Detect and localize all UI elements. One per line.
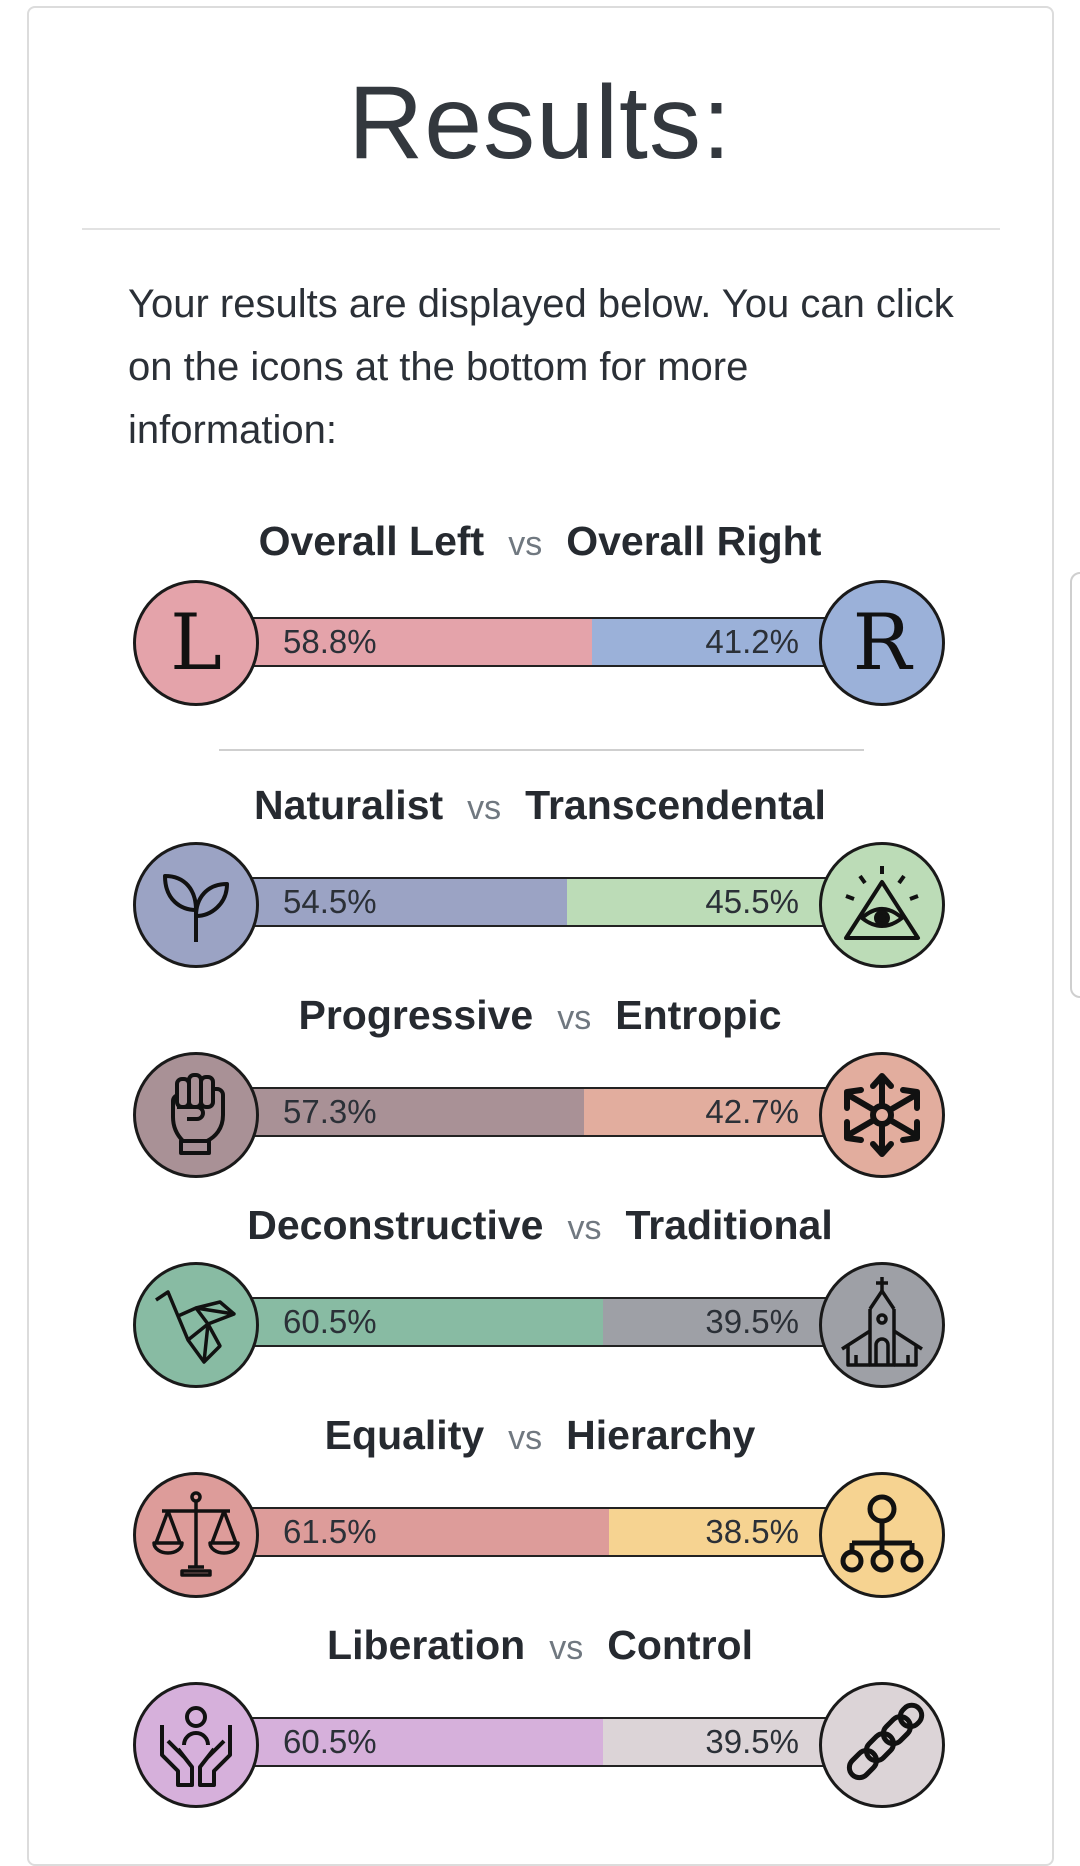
axis-left-label: Liberation	[327, 1622, 526, 1668]
left-percent: 60.5%	[283, 1723, 377, 1760]
bar-fill-left	[242, 1719, 603, 1765]
traditional-button[interactable]	[819, 1262, 945, 1388]
open-hands-icon	[160, 1706, 232, 1787]
bar-fill-right	[583, 1089, 838, 1135]
axis-title-progressive: Progressive vs Entropic	[0, 992, 1080, 1039]
transcendental-button[interactable]	[819, 842, 945, 968]
axis-title-overall: Overall Left vs Overall Right	[0, 518, 1080, 565]
all-seeing-eye-icon	[844, 866, 920, 940]
bar-fill-right	[566, 879, 838, 925]
control-button[interactable]	[819, 1682, 945, 1808]
axis-left-label: Naturalist	[254, 782, 444, 828]
origami-bird-icon	[155, 1290, 236, 1364]
left-percent: 61.5%	[283, 1513, 377, 1550]
result-bar-progressive	[240, 1087, 840, 1137]
church-icon	[841, 1277, 923, 1367]
raised-fist-icon	[171, 1073, 225, 1155]
overall-left-button[interactable]: L	[133, 580, 259, 706]
right-percent: 45.5%	[705, 883, 799, 920]
bar-fill-right	[608, 1509, 838, 1555]
scrollbar[interactable]	[1070, 572, 1080, 998]
vs-label: vs	[508, 1419, 543, 1457]
chain-icon	[846, 1702, 925, 1781]
right-percent: 42.7%	[705, 1093, 799, 1130]
vs-label: vs	[557, 999, 592, 1037]
right-percent: 41.2%	[705, 623, 799, 660]
axis-right-label: Control	[607, 1622, 753, 1668]
overall-right-button[interactable]: R	[819, 580, 945, 706]
axis-left-label: Overall Left	[258, 518, 485, 564]
axis-right-label: Hierarchy	[566, 1412, 756, 1458]
axis-left-label: Equality	[324, 1412, 485, 1458]
page-title: Results:	[348, 65, 732, 181]
right-percent: 39.5%	[705, 1303, 799, 1340]
letter-r-icon: R	[852, 598, 912, 688]
bar-fill-right	[602, 1299, 838, 1345]
axis-right-label: Transcendental	[525, 782, 826, 828]
bar-fill-left	[242, 1089, 584, 1135]
axis-right-label: Entropic	[615, 992, 782, 1038]
left-percent: 58.8%	[283, 623, 377, 660]
bar-fill-left	[242, 619, 593, 665]
chaos-star-icon	[844, 1073, 920, 1157]
scales-icon	[152, 1491, 240, 1577]
axis-title-liberation: Liberation vs Control	[0, 1622, 1080, 1669]
axis-title-deconstructive: Deconstructive vs Traditional	[0, 1202, 1080, 1249]
axis-left-label: Deconstructive	[247, 1202, 544, 1248]
vs-label: vs	[549, 1629, 584, 1667]
hierarchy-button[interactable]	[819, 1472, 945, 1598]
axis-right-label: Overall Right	[566, 518, 822, 564]
right-percent: 39.5%	[705, 1723, 799, 1760]
sprout-icon	[163, 874, 229, 942]
divider	[219, 749, 864, 751]
hierarchy-icon	[840, 1494, 924, 1573]
result-bar-deconstructive	[240, 1297, 840, 1347]
result-bar-naturalist	[240, 877, 840, 927]
liberation-button[interactable]	[133, 1682, 259, 1808]
deconstructive-button[interactable]	[133, 1262, 259, 1388]
result-bar-overall	[240, 617, 840, 667]
left-percent: 60.5%	[283, 1303, 377, 1340]
axis-left-label: Progressive	[298, 992, 534, 1038]
left-percent: 54.5%	[283, 883, 377, 920]
intro-text: Your results are displayed below. You ca…	[128, 282, 954, 452]
bar-fill-left	[242, 1509, 609, 1555]
equality-button[interactable]	[133, 1472, 259, 1598]
naturalist-button[interactable]	[133, 842, 259, 968]
result-bar-liberation	[240, 1717, 840, 1767]
bar-fill-right	[602, 1719, 838, 1765]
entropic-button[interactable]	[819, 1052, 945, 1178]
letter-l-icon: L	[170, 598, 222, 688]
axis-title-equality: Equality vs Hierarchy	[0, 1412, 1080, 1459]
vs-label: vs	[467, 789, 502, 827]
right-percent: 38.5%	[705, 1513, 799, 1550]
bar-fill-right	[592, 619, 838, 665]
divider	[82, 228, 1000, 230]
progressive-button[interactable]	[133, 1052, 259, 1178]
axis-title-naturalist: Naturalist vs Transcendental	[0, 782, 1080, 829]
axis-right-label: Traditional	[625, 1202, 833, 1248]
vs-label: vs	[508, 525, 543, 563]
bar-fill-left	[242, 879, 567, 925]
vs-label: vs	[567, 1209, 602, 1247]
left-percent: 57.3%	[283, 1093, 377, 1130]
bar-fill-left	[242, 1299, 603, 1345]
